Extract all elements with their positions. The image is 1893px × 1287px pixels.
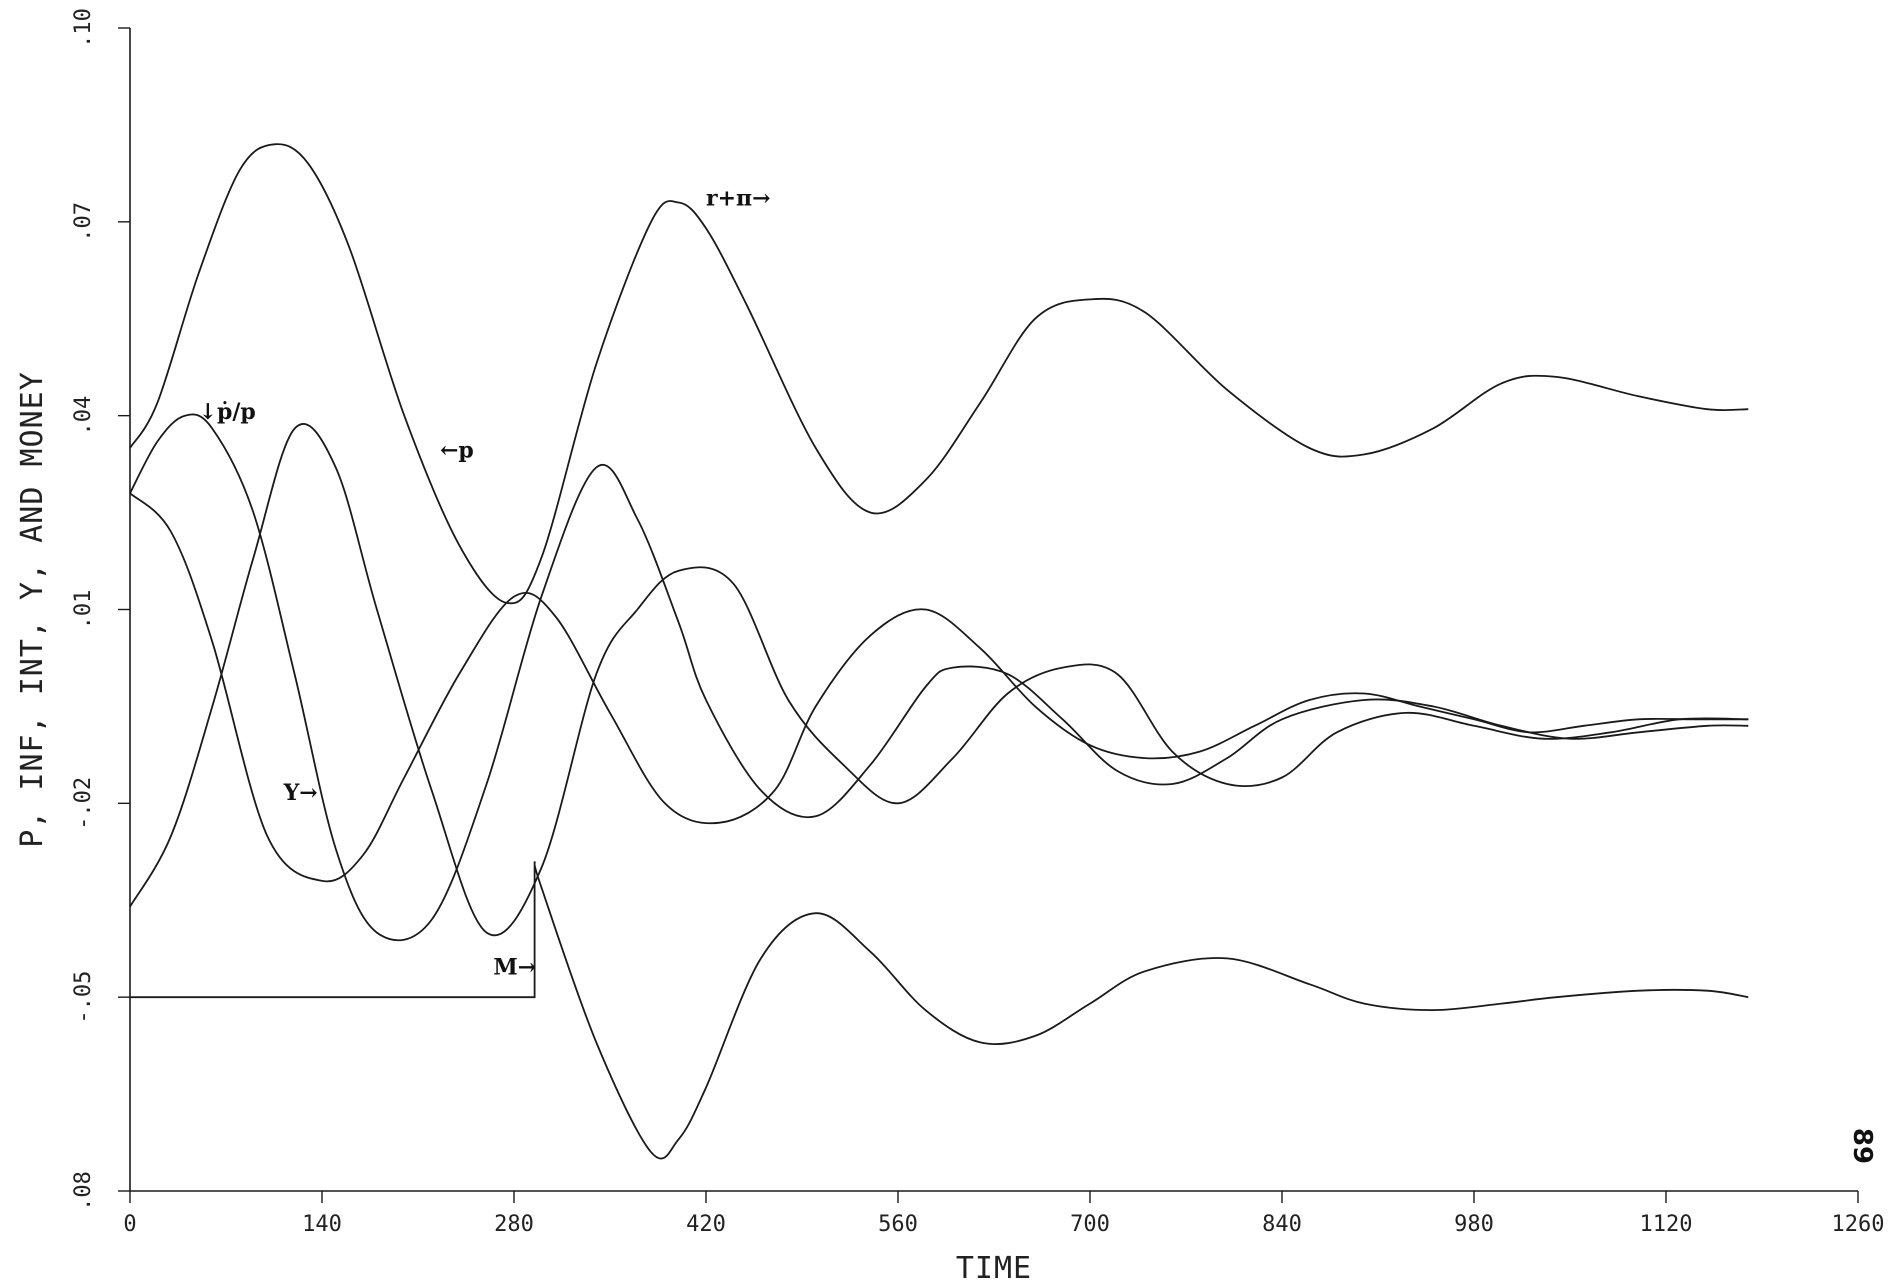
y-tick-label: .10 bbox=[71, 8, 96, 48]
series-line-1 bbox=[129, 413, 1749, 942]
x-tick-label: 140 bbox=[302, 1212, 342, 1237]
x-tick-label: 560 bbox=[878, 1212, 918, 1237]
axes bbox=[129, 28, 1858, 1192]
x-tick-label: 1260 bbox=[1832, 1212, 1885, 1237]
series-label-4: M→ bbox=[493, 955, 536, 981]
x-axis-title: TIME bbox=[956, 1251, 1032, 1286]
series-line-4 bbox=[130, 861, 1749, 1160]
y-tick-label: .01 bbox=[71, 590, 96, 630]
series-line-2 bbox=[129, 423, 1749, 937]
series-line-0 bbox=[129, 143, 1749, 605]
series-label-1: ↓ṗ/p bbox=[199, 399, 256, 425]
x-tick-label: 1120 bbox=[1640, 1212, 1693, 1237]
y-tick-label: .08 bbox=[71, 1171, 96, 1211]
y-ticks: .08 -.05 -.02 .01 .04 .07 .10 bbox=[71, 8, 130, 1211]
x-tick-label: 980 bbox=[1454, 1212, 1494, 1237]
y-axis-title: P, INF, INT, Y, AND MONEY bbox=[15, 371, 50, 848]
series-label-3: Y→ bbox=[283, 780, 318, 806]
x-ticks: 0 140 280 420 560 700 840 980 1120 1260 bbox=[123, 1191, 1884, 1237]
y-tick-label: -.02 bbox=[71, 777, 96, 830]
x-tick-label: 840 bbox=[1262, 1212, 1302, 1237]
x-tick-label: 700 bbox=[1070, 1212, 1110, 1237]
series-label-0: r+π→ bbox=[706, 186, 771, 212]
x-tick-label: 420 bbox=[686, 1212, 726, 1237]
series-line-3 bbox=[129, 492, 1749, 883]
x-tick-label: 0 bbox=[123, 1212, 136, 1237]
x-tick-label: 280 bbox=[494, 1212, 534, 1237]
page-number: 89 bbox=[1847, 1128, 1877, 1164]
series-label-2: ←p bbox=[440, 438, 474, 464]
series-labels: r+π→ ↓ṗ/p ←p Y→ M→ bbox=[199, 186, 771, 981]
y-tick-label: -.05 bbox=[71, 971, 96, 1024]
y-tick-label: .07 bbox=[71, 202, 96, 242]
y-tick-label: .04 bbox=[71, 396, 96, 436]
series-group bbox=[129, 143, 1749, 1160]
